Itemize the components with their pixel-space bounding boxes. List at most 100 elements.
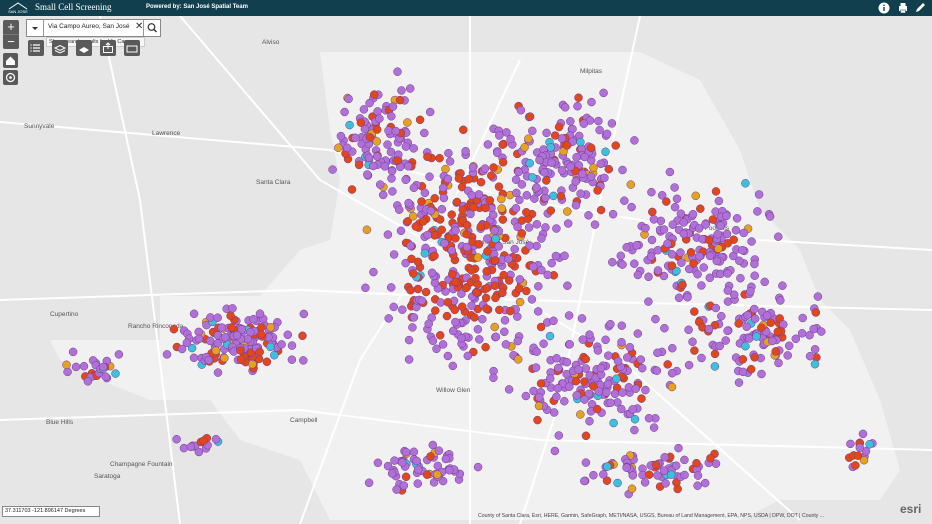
site-point[interactable]	[545, 331, 555, 341]
site-point[interactable]	[421, 287, 431, 297]
site-point[interactable]	[600, 173, 609, 183]
site-point[interactable]	[710, 349, 720, 359]
site-point[interactable]	[420, 128, 429, 138]
site-point[interactable]	[581, 431, 591, 441]
site-point[interactable]	[556, 191, 566, 201]
site-point[interactable]	[489, 373, 498, 383]
site-point[interactable]	[372, 137, 382, 146]
site-point[interactable]	[613, 356, 623, 366]
site-point[interactable]	[537, 234, 546, 243]
site-point[interactable]	[738, 367, 748, 377]
site-point[interactable]	[649, 215, 659, 224]
site-point[interactable]	[532, 347, 541, 356]
site-point[interactable]	[602, 388, 611, 397]
site-point[interactable]	[805, 351, 815, 361]
site-point[interactable]	[729, 290, 739, 299]
site-point[interactable]	[506, 134, 515, 144]
site-point[interactable]	[417, 197, 426, 206]
site-point[interactable]	[532, 220, 542, 229]
site-point[interactable]	[644, 297, 653, 306]
site-point[interactable]	[713, 230, 722, 239]
site-point[interactable]	[489, 163, 498, 172]
site-point[interactable]	[199, 436, 208, 445]
site-point[interactable]	[493, 148, 502, 158]
site-point[interactable]	[602, 476, 612, 485]
site-point[interactable]	[693, 269, 702, 279]
site-point[interactable]	[716, 221, 725, 230]
site-point[interactable]	[855, 443, 865, 452]
site-point[interactable]	[423, 152, 432, 162]
site-point[interactable]	[705, 251, 715, 261]
site-point[interactable]	[204, 355, 214, 365]
site-point[interactable]	[457, 289, 466, 299]
site-point[interactable]	[101, 372, 110, 381]
site-point[interactable]	[653, 266, 663, 275]
site-point[interactable]	[387, 174, 396, 183]
site-point[interactable]	[464, 175, 473, 184]
site-point[interactable]	[480, 164, 490, 173]
site-point[interactable]	[778, 281, 787, 290]
site-point[interactable]	[585, 416, 594, 426]
site-point[interactable]	[739, 228, 748, 238]
site-point[interactable]	[853, 451, 863, 460]
site-point[interactable]	[478, 314, 487, 324]
site-point[interactable]	[498, 288, 507, 298]
site-point[interactable]	[457, 182, 467, 192]
site-point[interactable]	[640, 478, 650, 487]
site-point[interactable]	[626, 180, 636, 189]
site-point[interactable]	[594, 116, 603, 126]
site-point[interactable]	[79, 361, 89, 371]
site-point[interactable]	[451, 226, 460, 235]
site-point[interactable]	[606, 319, 615, 329]
site-point[interactable]	[652, 366, 662, 375]
site-point[interactable]	[667, 368, 677, 378]
site-point[interactable]	[686, 248, 696, 257]
site-point[interactable]	[412, 456, 421, 466]
site-point[interactable]	[613, 478, 622, 488]
site-point[interactable]	[589, 163, 598, 172]
site-point[interactable]	[513, 312, 522, 321]
site-point[interactable]	[624, 383, 634, 392]
site-point[interactable]	[442, 311, 452, 321]
site-point[interactable]	[514, 167, 523, 177]
site-point[interactable]	[560, 103, 570, 112]
site-point[interactable]	[593, 346, 603, 355]
search-button[interactable]	[143, 20, 161, 36]
site-point[interactable]	[473, 325, 483, 334]
site-point[interactable]	[723, 239, 732, 248]
site-point[interactable]	[513, 222, 522, 232]
site-point[interactable]	[386, 283, 396, 292]
site-point[interactable]	[714, 244, 723, 253]
site-point[interactable]	[533, 415, 542, 425]
site-point[interactable]	[632, 241, 641, 250]
site-point[interactable]	[420, 249, 430, 258]
site-point[interactable]	[62, 360, 71, 370]
site-point[interactable]	[387, 469, 397, 478]
site-point[interactable]	[403, 118, 412, 127]
site-point[interactable]	[661, 479, 670, 488]
site-point[interactable]	[491, 332, 501, 342]
site-point[interactable]	[577, 314, 587, 323]
site-point[interactable]	[590, 220, 600, 229]
site-point[interactable]	[557, 134, 567, 143]
site-point[interactable]	[674, 293, 684, 303]
site-point[interactable]	[771, 347, 780, 356]
site-point[interactable]	[572, 391, 581, 400]
site-point[interactable]	[549, 408, 559, 417]
site-point[interactable]	[393, 156, 402, 165]
site-point[interactable]	[513, 336, 523, 346]
site-point[interactable]	[481, 293, 491, 303]
site-point[interactable]	[768, 336, 777, 346]
site-point[interactable]	[602, 462, 612, 471]
site-point[interactable]	[527, 295, 537, 304]
site-point[interactable]	[524, 223, 534, 232]
site-point[interactable]	[603, 379, 613, 389]
site-point[interactable]	[741, 341, 750, 351]
site-point[interactable]	[599, 88, 608, 98]
site-point[interactable]	[765, 212, 775, 221]
site-point[interactable]	[776, 296, 785, 305]
site-point[interactable]	[618, 388, 627, 397]
site-point[interactable]	[364, 153, 374, 163]
site-point[interactable]	[700, 478, 710, 488]
site-point[interactable]	[499, 270, 508, 280]
